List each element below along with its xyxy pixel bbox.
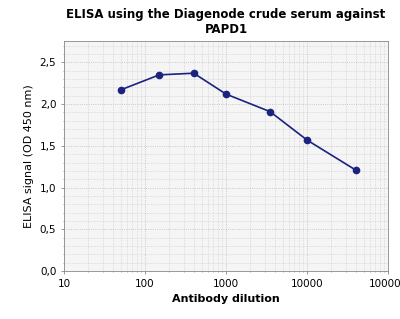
X-axis label: Antibody dilution: Antibody dilution xyxy=(172,294,280,304)
Y-axis label: ELISA signal (OD 450 nm): ELISA signal (OD 450 nm) xyxy=(24,85,34,228)
Title: ELISA using the Diagenode crude serum against
PAPD1: ELISA using the Diagenode crude serum ag… xyxy=(66,8,386,36)
